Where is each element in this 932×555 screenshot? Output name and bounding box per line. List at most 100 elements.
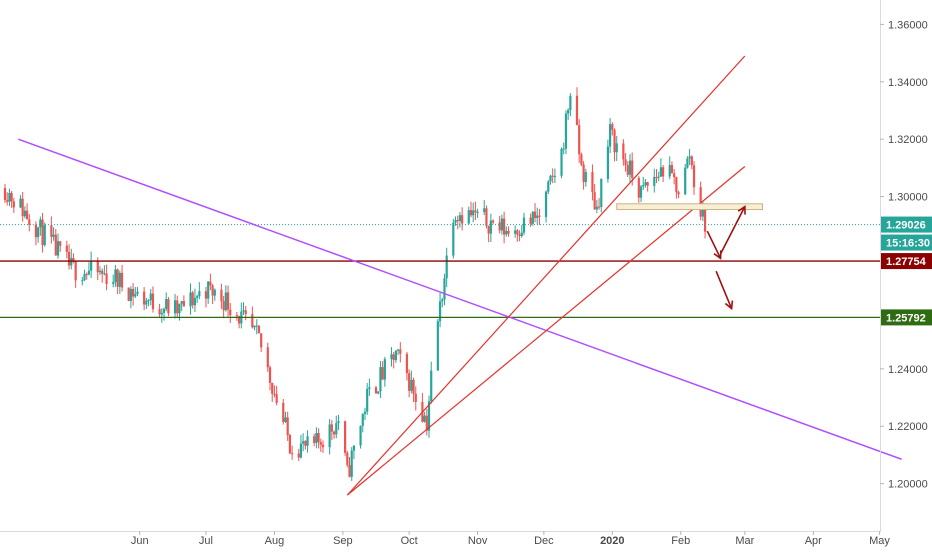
candle-body bbox=[189, 292, 192, 307]
candle-body bbox=[657, 176, 660, 178]
candle-body bbox=[209, 281, 212, 286]
candle-body bbox=[178, 303, 181, 314]
candle-body bbox=[491, 220, 495, 223]
candle-body bbox=[622, 143, 625, 160]
candle-body bbox=[452, 222, 455, 256]
candle-body bbox=[151, 293, 155, 310]
price-tags: 1.29026 15:16:30 1.27754 1.25792 bbox=[881, 216, 932, 326]
candle-body bbox=[74, 261, 77, 281]
candle-body bbox=[282, 402, 285, 422]
time-tick-label: Apr bbox=[805, 535, 822, 547]
candle-body bbox=[399, 349, 402, 354]
candle-body bbox=[443, 278, 446, 300]
candle-body bbox=[522, 217, 526, 233]
candle-body bbox=[692, 165, 696, 188]
candle-body bbox=[469, 210, 473, 216]
candle-body bbox=[313, 436, 316, 443]
candle-body bbox=[12, 201, 15, 208]
candle-body bbox=[675, 177, 678, 193]
candle-body bbox=[59, 241, 62, 246]
candle-body bbox=[116, 269, 119, 287]
candles-layer bbox=[3, 87, 707, 481]
candle-body bbox=[611, 124, 614, 130]
candle-body bbox=[222, 301, 225, 311]
candle-body bbox=[646, 182, 649, 186]
candle-body bbox=[105, 273, 108, 284]
candle-body bbox=[639, 186, 643, 198]
candle-body bbox=[56, 241, 60, 256]
candle-body bbox=[72, 257, 75, 262]
candle-body bbox=[204, 291, 208, 299]
candle-body bbox=[28, 219, 31, 225]
candle-body bbox=[257, 325, 261, 334]
drawings-layer bbox=[0, 55, 902, 496]
candle-body bbox=[467, 210, 470, 224]
time-tick-label: May bbox=[869, 535, 890, 547]
candle-body bbox=[328, 424, 331, 448]
candle-body bbox=[505, 231, 508, 235]
candle-body bbox=[352, 445, 356, 451]
candle-body bbox=[690, 156, 693, 166]
candle-body bbox=[19, 198, 22, 208]
time-axis[interactable]: Jun Jul Aug Sep Oct Nov Dec 2020 Feb Mar Apr May bbox=[131, 531, 891, 547]
candle-body bbox=[454, 219, 457, 223]
candle-body bbox=[253, 325, 256, 328]
candle-body bbox=[423, 415, 426, 422]
candle-body bbox=[271, 382, 274, 394]
candle-body bbox=[613, 129, 616, 153]
candle-body bbox=[377, 391, 380, 394]
red-shallow-line bbox=[346, 166, 746, 496]
rectangle-zone bbox=[616, 203, 763, 211]
price-tick-label: 1.20000 bbox=[888, 479, 928, 491]
candle-body bbox=[120, 272, 124, 288]
support-price-tag-bg bbox=[881, 309, 932, 326]
candle-body bbox=[129, 288, 132, 301]
candle-body bbox=[595, 206, 598, 210]
candle-body bbox=[677, 192, 680, 195]
candle-body bbox=[348, 464, 351, 477]
candle-body bbox=[498, 222, 501, 231]
candle-body bbox=[288, 434, 291, 454]
candle-body bbox=[52, 234, 55, 237]
candle-body bbox=[196, 296, 199, 298]
time-tick-label: Feb bbox=[671, 535, 690, 547]
time-tick-label: Mar bbox=[735, 535, 754, 547]
candle-body bbox=[673, 173, 676, 178]
price-axis[interactable]: 1.36000 1.34000 1.32000 1.30000 1.24000 1.220… bbox=[880, 19, 928, 491]
candle-body bbox=[628, 160, 632, 175]
candle-body bbox=[81, 280, 84, 282]
candle-body bbox=[302, 441, 305, 444]
time-tick-label: Jun bbox=[131, 535, 149, 547]
candle-body bbox=[487, 226, 490, 234]
candle-body bbox=[637, 177, 640, 198]
candle-body bbox=[405, 353, 409, 374]
candle-body bbox=[394, 350, 397, 361]
time-tick-label: Nov bbox=[468, 535, 488, 547]
candle-body bbox=[211, 285, 214, 296]
candle-body bbox=[363, 411, 367, 414]
candle-body bbox=[662, 167, 665, 177]
candle-body bbox=[408, 373, 411, 391]
candle-body bbox=[425, 415, 428, 431]
candle-body bbox=[3, 188, 7, 201]
candle-body bbox=[560, 148, 563, 176]
candle-body bbox=[591, 172, 594, 193]
candle-body bbox=[644, 182, 647, 186]
candle-body bbox=[98, 270, 102, 273]
arrow-head bbox=[737, 205, 746, 215]
candle-body bbox=[319, 442, 322, 445]
candle-body bbox=[118, 272, 121, 287]
countdown-tag-label: 15:16:30 bbox=[886, 238, 930, 250]
candle-body bbox=[427, 401, 431, 431]
candle-body bbox=[127, 287, 130, 301]
candle-body bbox=[472, 210, 475, 216]
candle-body bbox=[624, 159, 627, 166]
candle-body bbox=[593, 192, 596, 210]
candle-body bbox=[518, 234, 521, 237]
candle-body bbox=[562, 148, 565, 150]
candle-body bbox=[290, 453, 294, 455]
candle-body bbox=[266, 347, 269, 368]
candle-body bbox=[549, 175, 552, 182]
